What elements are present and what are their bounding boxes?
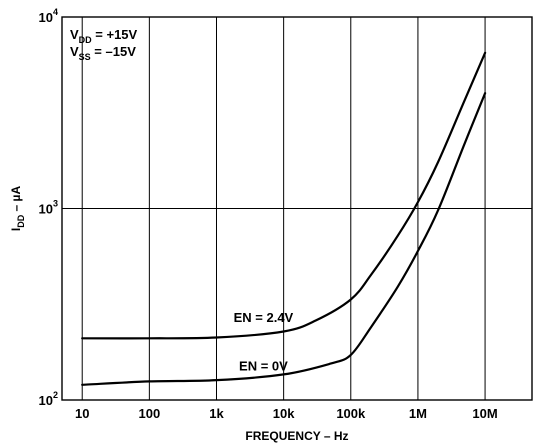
x-tick-label: 100k: [336, 406, 366, 421]
y-tick-label: 104: [39, 7, 58, 25]
x-tick-label: 1M: [409, 406, 427, 421]
series-label: EN = 0V: [239, 358, 288, 373]
y-axis-title: IDD – µA: [9, 186, 26, 232]
series-line: [81, 51, 487, 340]
supply-condition: VSS = –15V: [70, 44, 136, 62]
series-line: [81, 92, 487, 386]
x-tick-label: 10k: [273, 406, 295, 421]
grid: [62, 16, 532, 401]
labels: 10 100 1k 10k 100k 1M 10M 102 103 104 FREQUENCY – …: [9, 7, 498, 443]
y-tick-label: 102: [39, 390, 58, 408]
supply-condition: VDD = +15V: [70, 27, 138, 45]
x-tick-label: 10: [75, 406, 89, 421]
y-tick-label: 103: [39, 199, 58, 217]
plot-frame: [61, 16, 533, 401]
x-axis-title: FREQUENCY – Hz: [245, 429, 348, 443]
x-tick-label: 10M: [472, 406, 497, 421]
x-tick-label: 100: [139, 406, 161, 421]
x-tick-label: 1k: [209, 406, 224, 421]
series-label: EN = 2.4V: [234, 310, 294, 325]
curves: [81, 51, 487, 386]
